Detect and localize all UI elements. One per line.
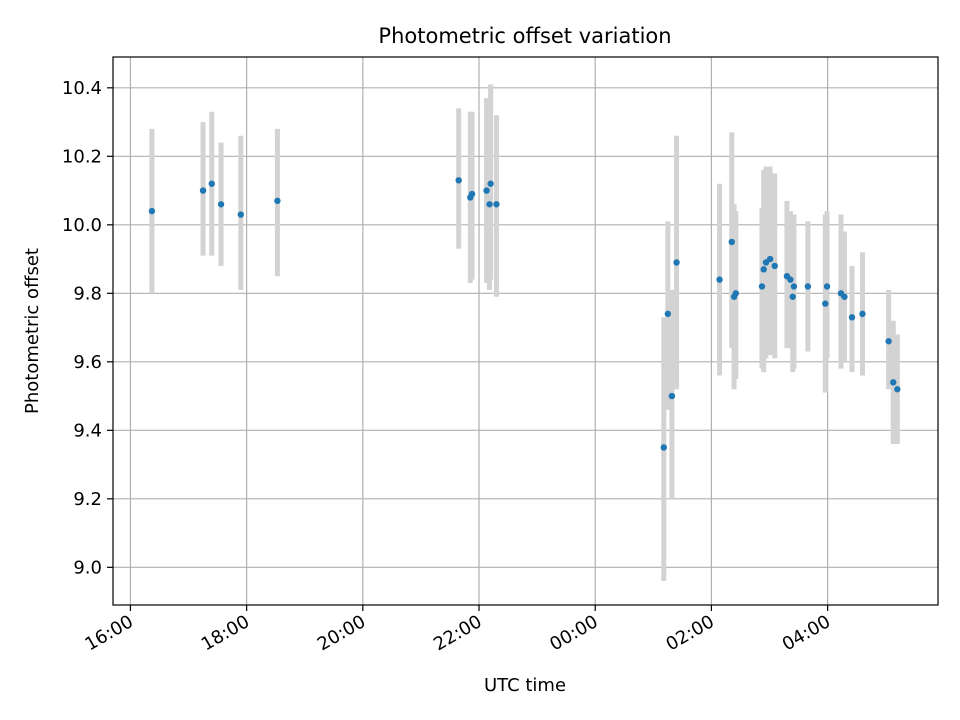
data-point bbox=[237, 211, 245, 218]
y-tick-label: 10.0 bbox=[62, 215, 102, 236]
data-point bbox=[455, 177, 462, 184]
data-point bbox=[673, 259, 680, 266]
data-point bbox=[894, 386, 901, 393]
data-point bbox=[766, 255, 774, 263]
data-point bbox=[668, 392, 676, 400]
x-axis-label: UTC time bbox=[484, 675, 566, 696]
data-point bbox=[787, 276, 794, 283]
data-point bbox=[760, 266, 767, 273]
y-axis-ticks: 9.0 9.2 9.4 9.6 9.8 10.0 10.2 10.4 bbox=[62, 78, 113, 578]
y-tick-label: 9.4 bbox=[73, 420, 102, 441]
data-point bbox=[716, 276, 723, 283]
data-point bbox=[841, 293, 848, 300]
data-point bbox=[804, 283, 812, 290]
y-tick-label: 10.4 bbox=[62, 78, 102, 99]
data-point bbox=[486, 201, 493, 208]
data-point bbox=[758, 283, 766, 290]
data-point bbox=[199, 187, 207, 194]
data-point bbox=[822, 300, 829, 307]
data-point bbox=[890, 379, 897, 386]
data-point bbox=[468, 190, 476, 198]
y-tick-label: 9.6 bbox=[73, 352, 102, 373]
data-point bbox=[728, 238, 735, 246]
data-points bbox=[148, 177, 901, 451]
data-point bbox=[274, 197, 281, 205]
data-point bbox=[483, 187, 490, 194]
data-point bbox=[217, 201, 225, 208]
y-tick-label: 9.8 bbox=[73, 283, 102, 304]
y-axis-label: Photometric offset bbox=[22, 248, 43, 414]
data-point bbox=[823, 283, 831, 290]
data-point bbox=[859, 310, 866, 318]
data-point bbox=[790, 283, 798, 290]
data-point bbox=[885, 338, 892, 345]
plot-frame bbox=[112, 56, 939, 606]
data-point bbox=[148, 207, 156, 215]
grid-lines bbox=[113, 57, 938, 605]
data-point bbox=[771, 262, 778, 270]
data-point bbox=[487, 180, 494, 187]
y-tick-label: 10.2 bbox=[62, 146, 102, 167]
data-point bbox=[848, 314, 856, 321]
data-point bbox=[208, 180, 215, 187]
data-point bbox=[789, 293, 796, 300]
y-tick-label: 9.0 bbox=[73, 557, 102, 578]
chart-title: Photometric offset variation bbox=[378, 24, 671, 48]
data-point bbox=[493, 201, 500, 208]
data-point bbox=[660, 444, 667, 451]
y-tick-label: 9.2 bbox=[73, 489, 102, 510]
data-point bbox=[664, 310, 672, 318]
data-point bbox=[732, 290, 740, 297]
